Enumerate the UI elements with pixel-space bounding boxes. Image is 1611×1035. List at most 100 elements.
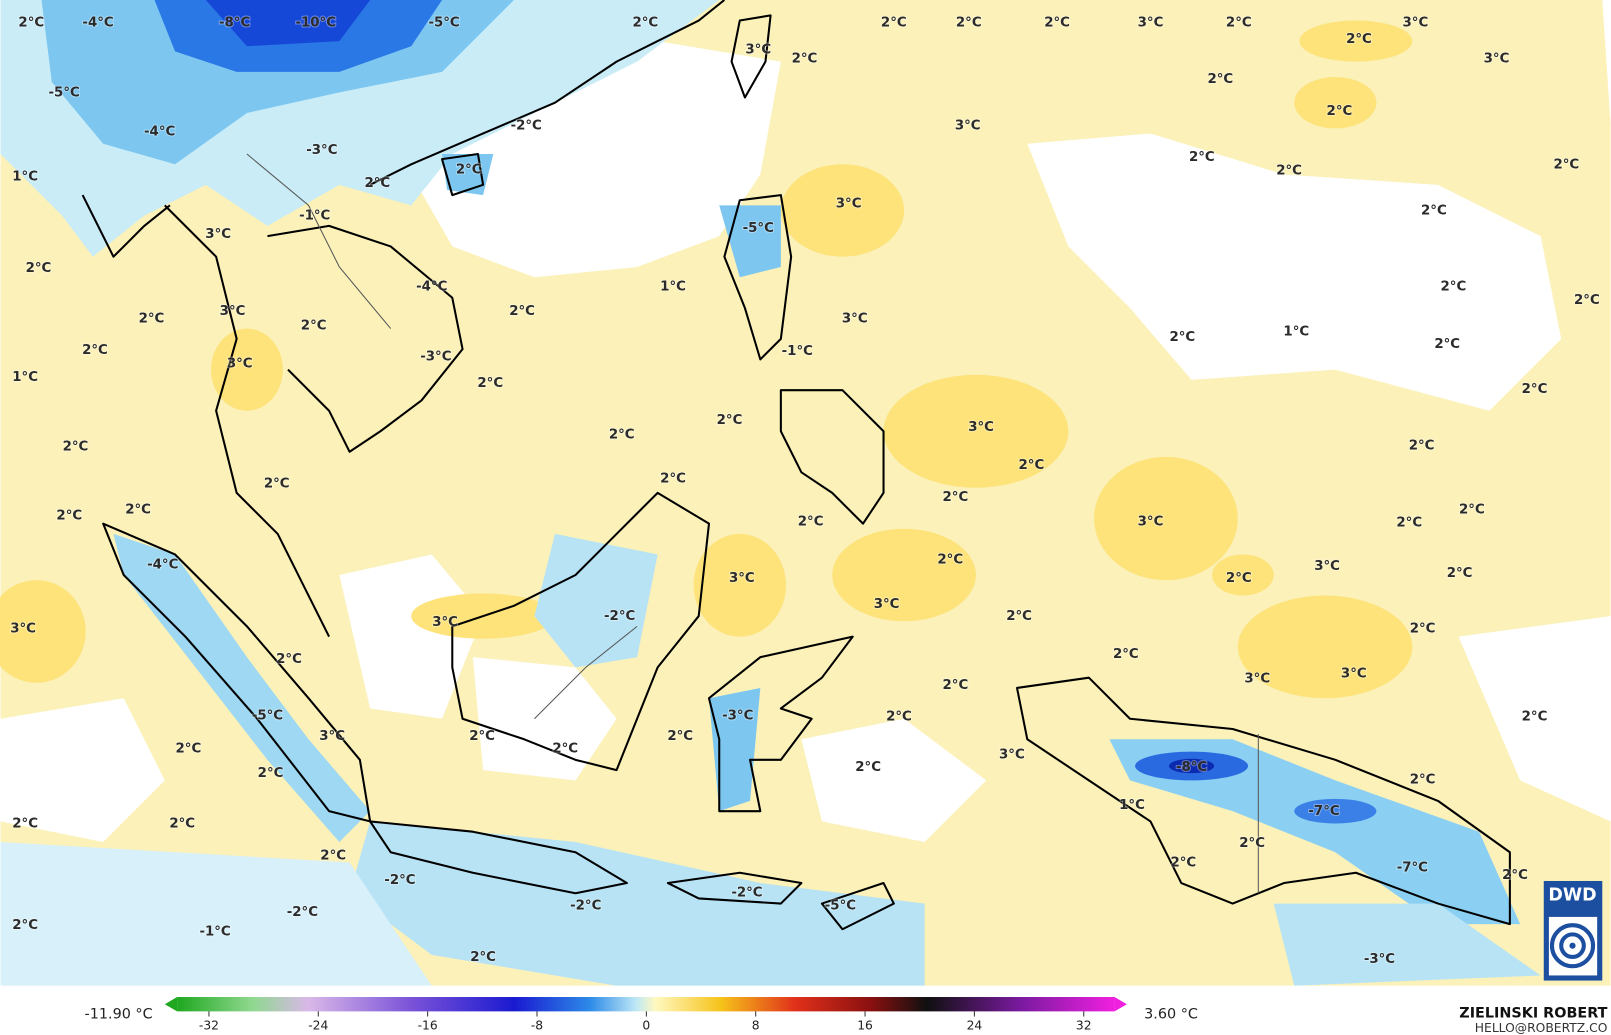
temperature-label: -10°C	[295, 16, 336, 31]
colorbar-gradient	[177, 997, 1115, 1012]
temperature-label: -1°C	[199, 924, 230, 939]
temperature-label: 2°C	[364, 176, 390, 191]
temperature-label: 2°C	[139, 311, 165, 326]
temperature-label: 2°C	[1522, 382, 1548, 397]
temperature-label: 2°C	[320, 848, 346, 863]
temperature-label: 3°C	[745, 42, 771, 57]
temperature-label: -4°C	[144, 124, 175, 139]
temperature-label: -5°C	[49, 85, 80, 100]
temperature-label: 2°C	[469, 729, 495, 744]
temperature-label: 3°C	[955, 118, 981, 133]
min-value: -11.90 °C	[85, 1006, 153, 1022]
temperature-label: 2°C	[1226, 16, 1252, 31]
max-value: 3.60 °C	[1144, 1006, 1198, 1022]
temperature-label: 2°C	[1276, 163, 1302, 178]
temperature-label: 3°C	[205, 227, 231, 242]
temperature-label: 2°C	[1113, 647, 1139, 662]
dwd-logo: DWD	[1543, 880, 1603, 981]
temperature-label: 1°C	[12, 370, 38, 385]
temperature-label: 3°C	[1244, 672, 1270, 687]
colorbar-tick-label: -8	[531, 1018, 543, 1032]
temperature-label: 2°C	[18, 16, 44, 31]
temperature-label: -3°C	[1364, 952, 1395, 967]
temperature-labels: -8°C -10°C -5°C -4°C 2°C 2°C 2°C 2°C 2°C 3°C 2°C 3°…	[9, 15, 1601, 968]
temperature-label: -1°C	[782, 344, 813, 359]
temperature-label: 2°C	[717, 413, 743, 428]
temperature-label: 3°C	[432, 615, 458, 630]
temperature-label: 3°C	[1138, 16, 1164, 31]
temperature-label: 2°C	[1459, 502, 1485, 517]
temperature-label: 2°C	[552, 742, 578, 757]
temperature-label: 2°C	[1207, 72, 1233, 87]
temperature-label: 2°C	[881, 16, 907, 31]
temperature-label: 2°C	[792, 52, 818, 67]
temperature-label: -5°C	[252, 709, 283, 724]
temperature-label: 3°C	[836, 196, 862, 211]
temperature-label: -8°C	[219, 16, 250, 31]
temperature-label: 2°C	[1170, 855, 1196, 870]
temperature-label: 2°C	[943, 490, 969, 505]
temperature-label: 2°C	[456, 162, 482, 177]
colorbar-tick-label: 16	[857, 1018, 873, 1032]
temperature-label: -3°C	[722, 709, 753, 724]
temperature-label: -2°C	[384, 873, 415, 888]
temperature-label: 3°C	[10, 621, 36, 636]
temperature-label: 2°C	[1441, 279, 1467, 294]
temperature-label: 2°C	[264, 477, 290, 492]
colorbar-high-arrow	[1114, 997, 1127, 1012]
temperature-label: -4°C	[82, 16, 113, 31]
temperature-label: 2°C	[1522, 710, 1548, 725]
temperature-label: 2°C	[169, 816, 195, 831]
temperature-label: -5°C	[743, 221, 774, 236]
temperature-label: 3°C	[1138, 515, 1164, 530]
temperature-label: -2°C	[287, 905, 318, 920]
temperature-label: 2°C	[509, 304, 535, 319]
temperature-label: 2°C	[1502, 868, 1528, 883]
temperature-label: 2°C	[1396, 516, 1422, 531]
temperature-label: 3°C	[1314, 559, 1340, 574]
temperature-label: -7°C	[1308, 804, 1339, 819]
temperature-label: 3°C	[968, 420, 994, 435]
temperature-label: 3°C	[1484, 52, 1510, 67]
temperature-label: 1°C	[12, 170, 38, 185]
temperature-label: 2°C	[1409, 439, 1435, 454]
temperature-label: 2°C	[1410, 621, 1436, 636]
temperature-label: -2°C	[731, 885, 762, 900]
temperature-label: -1°C	[299, 209, 330, 224]
colorbar-tick-label: -24	[308, 1018, 328, 1032]
temperature-label: 2°C	[56, 508, 82, 523]
temperature-label: -2°C	[511, 118, 542, 133]
colorbar-tick-label: 24	[967, 1018, 983, 1032]
temperature-label: 2°C	[1226, 571, 1252, 586]
temperature-label: -2°C	[604, 609, 635, 624]
temperature-label: 2°C	[258, 766, 284, 781]
temperature-label: 2°C	[1434, 337, 1460, 352]
temperature-label: 2°C	[125, 502, 151, 517]
temperature-label: 2°C	[12, 918, 38, 933]
temperature-label: -3°C	[306, 143, 337, 158]
temperature-label: 2°C	[1327, 104, 1353, 119]
temperature-label: 2°C	[1239, 836, 1265, 851]
temperature-label: -3°C	[420, 349, 451, 364]
temperature-label: 2°C	[1044, 16, 1070, 31]
temperature-label: 2°C	[1553, 157, 1579, 172]
temperature-label: 2°C	[1447, 566, 1473, 581]
temperature-label: 2°C	[470, 950, 496, 965]
temperature-label: 2°C	[632, 16, 658, 31]
temperature-label: 2°C	[1410, 772, 1436, 787]
temperature-label: 3°C	[999, 748, 1025, 763]
colorbar-low-arrow	[164, 997, 178, 1012]
temperature-label: 2°C	[609, 427, 635, 442]
temperature-label: 2°C	[276, 652, 302, 667]
colorbar: -11.90 °C 3.60 °C -32 -24 -16 -8 0 8 16 24 32	[85, 997, 1198, 1032]
temperature-label: 1°C	[660, 279, 686, 294]
temperature-label: 3°C	[1341, 667, 1367, 682]
temperature-label: -8°C	[1176, 760, 1207, 775]
temperature-label: 3°C	[729, 571, 755, 586]
temperature-label: -7°C	[1397, 861, 1428, 876]
map-field	[0, 0, 1611, 986]
temperature-label: 2°C	[1006, 609, 1032, 624]
temperature-label: 2°C	[1574, 293, 1600, 308]
